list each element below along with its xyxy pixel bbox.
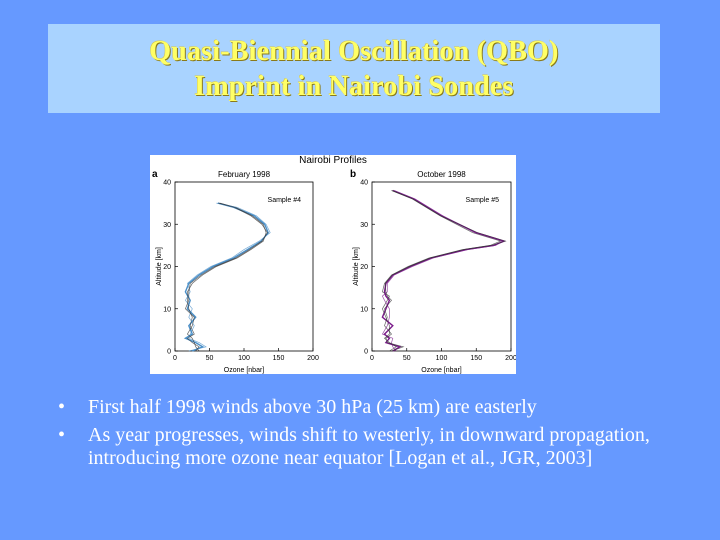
x-tick-label: 200 xyxy=(307,355,319,362)
x-axis-label: Ozone [nbar] xyxy=(224,367,265,374)
x-tick-label: 0 xyxy=(370,355,374,362)
x-tick-label: 100 xyxy=(436,355,448,362)
bullet-marker: • xyxy=(58,424,66,446)
y-tick-label: 10 xyxy=(163,306,171,313)
bullet-text-2: As year progresses, winds shift to weste… xyxy=(88,424,650,469)
bullet-marker: • xyxy=(58,396,66,418)
profile-line-a-3 xyxy=(184,202,271,352)
nairobi-profiles-figure: Nairobi Profiles a February 1998 0 50 100 150 2… xyxy=(150,155,516,374)
y-tick-label: 10 xyxy=(360,306,368,313)
y-tick-label: 40 xyxy=(163,180,171,187)
y-tick-label: 30 xyxy=(163,222,171,229)
y-tick-label: 30 xyxy=(360,222,368,229)
y-tick-label: 20 xyxy=(360,264,368,271)
y-tick-label: 20 xyxy=(163,264,171,271)
y-tick-label: 0 xyxy=(167,349,171,356)
x-axis-label: Ozone [nbar] xyxy=(421,367,462,374)
figure-title: Nairobi Profiles xyxy=(299,155,367,166)
bullet-item-1: • First half 1998 winds above 30 hPa (25… xyxy=(58,396,698,419)
y-tick-label: 0 xyxy=(364,349,368,356)
x-tick-label: 100 xyxy=(238,355,250,362)
profile-line-a-1 xyxy=(183,202,270,352)
panel-subtitle-b: October 1998 xyxy=(417,170,466,179)
slide-title-line-1: Quasi-Biennial Oscillation (QBO) xyxy=(149,35,559,67)
plot-frame-a xyxy=(174,181,314,352)
profile-line-b-4 xyxy=(384,190,507,352)
panel-label-a: a xyxy=(152,169,158,180)
x-tick-label: 200 xyxy=(505,355,516,362)
slide-title-line-2: Imprint in Nairobi Sondes xyxy=(194,70,514,102)
bullet-item-2: • As year progresses, winds shift to wes… xyxy=(58,424,698,470)
bullet-text-1: First half 1998 winds above 30 hPa (25 k… xyxy=(88,396,537,418)
y-axis-label: Altitude [km] xyxy=(156,247,163,286)
x-tick-label: 50 xyxy=(206,355,214,362)
panel-label-b: b xyxy=(350,169,356,180)
profile-line-b-3 xyxy=(381,190,504,352)
profile-line-a-4 xyxy=(184,202,268,352)
x-tick-label: 50 xyxy=(403,355,411,362)
panel-subtitle-a: February 1998 xyxy=(218,170,271,179)
y-tick-label: 40 xyxy=(360,180,368,187)
x-tick-label: 150 xyxy=(470,355,482,362)
x-tick-label: 150 xyxy=(273,355,285,362)
x-tick-label: 0 xyxy=(173,355,177,362)
y-axis-label: Altitude [km] xyxy=(353,247,360,286)
sample-annotation-b: Sample #5 xyxy=(466,197,500,204)
bullet-list: • First half 1998 winds above 30 hPa (25… xyxy=(58,396,698,475)
profile-line-a-2 xyxy=(186,202,267,352)
slide-title-box: Quasi-Biennial Oscillation (QBO) Imprint… xyxy=(48,24,660,113)
sample-annotation-a: Sample #4 xyxy=(268,197,302,204)
